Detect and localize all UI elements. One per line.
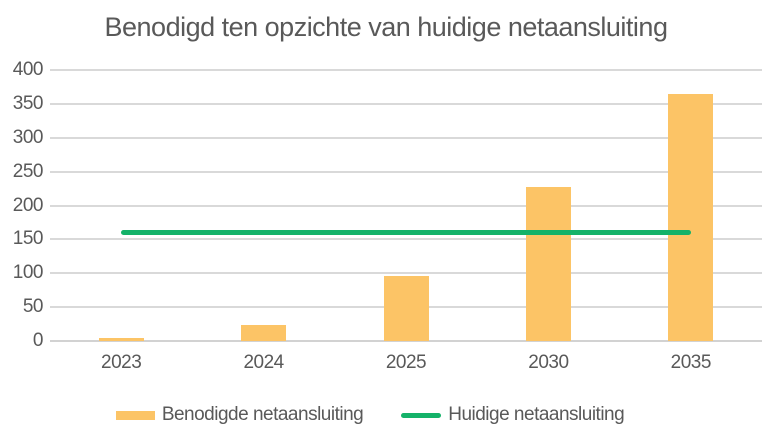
gridline-150: [50, 238, 762, 241]
bar-2024: [241, 324, 287, 341]
gridline-400: [50, 69, 762, 71]
bar-2025: [383, 275, 429, 341]
gridline-250: [50, 170, 762, 173]
y-axis: 0 50 100 150 200 250 300 350 400: [0, 59, 44, 351]
y-tick-label-50: 50: [22, 296, 44, 318]
y-tick-label-400: 400: [12, 59, 44, 80]
bar-series-swatch: [115, 410, 155, 420]
y-tick-label-350: 350: [12, 92, 44, 114]
plot-area: [50, 69, 762, 342]
gridline-100: [50, 272, 762, 275]
current-connection-line: [121, 230, 691, 236]
legend-item-bar-series: Benodigde netaansluiting: [115, 404, 364, 426]
x-tick-label-2030: 2030: [528, 352, 569, 373]
y-tick-label-150: 150: [12, 228, 44, 250]
x-tick-label-2025: 2025: [385, 352, 427, 373]
legend-item-line-series: Huidige netaansluiting: [401, 404, 625, 426]
chart-title: Benodigd ten opzichte van huidige netaan…: [104, 12, 668, 42]
gridline-300: [50, 136, 762, 139]
y-tick-label-100: 100: [12, 262, 44, 284]
bar-2035: [668, 93, 714, 341]
y-tick-label-250: 250: [12, 160, 44, 182]
y-tick-label-300: 300: [12, 126, 44, 148]
gridline-350: [50, 102, 762, 105]
x-tick-label-2023: 2023: [101, 352, 142, 373]
bar-2023: [98, 338, 144, 341]
y-tick-label-0: 0: [32, 330, 44, 351]
x-axis-line: [50, 340, 762, 342]
legend: Benodigde netaansluiting Huidige netaans…: [0, 404, 740, 426]
y-tick-label-200: 200: [12, 194, 44, 216]
line-series-swatch: [401, 412, 442, 418]
bar-series-label: Benodigde netaansluiting: [161, 404, 364, 425]
x-axis: 2023 2024 2025 2030 2035: [50, 352, 762, 378]
gridline-200: [50, 204, 762, 207]
line-series-label: Huidige netaansluiting: [448, 404, 625, 425]
x-tick-label-2024: 2024: [243, 352, 284, 373]
x-tick-label-2035: 2035: [670, 352, 712, 373]
bar-2030: [525, 187, 571, 341]
